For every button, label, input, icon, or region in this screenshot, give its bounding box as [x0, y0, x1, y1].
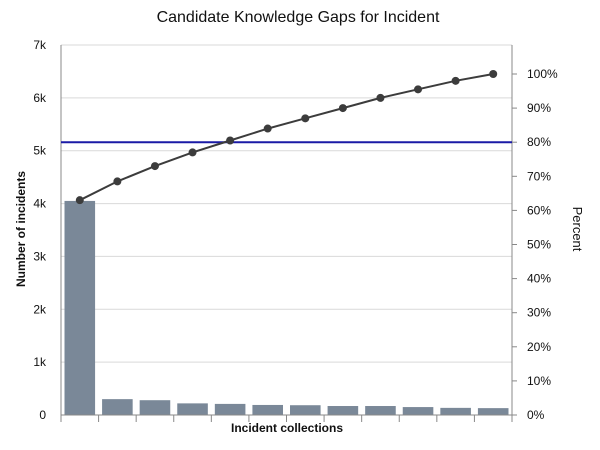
bars — [64, 200, 509, 415]
y-tick-label: 6k — [33, 91, 47, 105]
cumulative-markers — [75, 70, 498, 205]
y2-tick-label: 100% — [527, 67, 558, 81]
x-axis-ticks — [60, 415, 513, 422]
x-axis-title: Incident collections — [231, 421, 343, 435]
y2-tick-label: 80% — [527, 135, 551, 149]
y-tick-label: 7k — [33, 38, 47, 52]
gridlines — [61, 44, 512, 363]
bar — [440, 407, 471, 415]
y-axis-left-ticks: 0 1k 2k 3k 4k 5k 6k 7k — [33, 38, 47, 422]
bar — [402, 407, 434, 415]
bar — [252, 404, 283, 415]
cumulative-point — [489, 70, 498, 78]
y-axis-title: Number of incidents — [14, 171, 28, 287]
y2-tick-label: 50% — [527, 238, 551, 252]
y2-tick-label: 40% — [527, 272, 551, 286]
y2-tick-label: 70% — [527, 169, 551, 183]
bar — [64, 200, 96, 415]
cumulative-point — [263, 124, 272, 133]
y-axis-right-ticks: 0% 10% 20% 30% 40% 50% 60% 70% 80% 90% 100% — [512, 67, 558, 422]
y-tick-label: 3k — [33, 249, 47, 263]
y2-tick-label: 90% — [527, 101, 551, 115]
bar — [290, 405, 321, 415]
cumulative-point — [188, 148, 197, 157]
bar — [102, 399, 133, 415]
y2-tick-label: 10% — [527, 374, 551, 388]
cumulative-point — [451, 76, 460, 85]
cumulative-percent-line — [79, 73, 494, 202]
y-tick-label: 0 — [39, 408, 46, 422]
cumulative-point — [150, 162, 159, 171]
cumulative-point — [376, 93, 385, 102]
y2-tick-label: 30% — [527, 306, 551, 320]
y2-tick-label: 0% — [527, 408, 545, 422]
cumulative-point — [75, 196, 84, 205]
bar — [365, 406, 396, 415]
y2-tick-label: 60% — [527, 203, 551, 217]
bar — [139, 400, 171, 415]
bar — [477, 408, 509, 415]
cumulative-point — [226, 136, 235, 145]
y-tick-label: 1k — [33, 355, 47, 369]
y-tick-label: 2k — [33, 302, 47, 316]
cumulative-point — [113, 177, 122, 186]
y2-axis-title: Percent — [570, 207, 585, 252]
chart-title: Candidate Knowledge Gaps for Incident — [157, 9, 440, 26]
cumulative-point — [414, 85, 423, 94]
bar — [177, 403, 208, 415]
cumulative-point — [338, 104, 347, 113]
y-tick-label: 5k — [33, 144, 47, 158]
y2-tick-label: 20% — [527, 340, 551, 354]
y-tick-label: 4k — [33, 197, 47, 211]
bar — [327, 406, 359, 415]
cumulative-point — [301, 114, 310, 123]
bar — [214, 403, 246, 415]
